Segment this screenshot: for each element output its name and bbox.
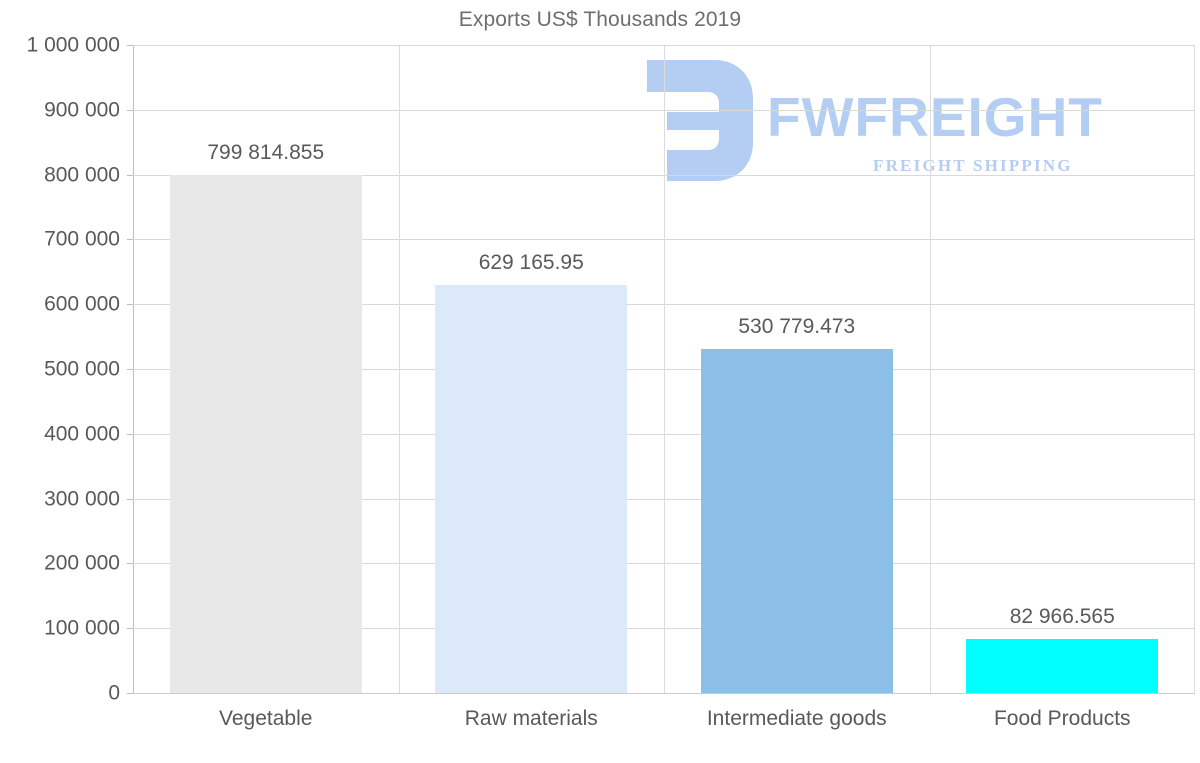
gridline-vertical [930,45,931,693]
y-tick-label: 0 [108,681,120,705]
y-tick-label: 300 000 [44,487,120,511]
bar-value-label: 629 165.95 [478,251,584,275]
y-tick-label: 400 000 [44,422,120,446]
y-tick-label: 200 000 [44,551,120,575]
bar-value-label: 82 966.565 [1009,605,1115,629]
y-tick-mark [127,109,133,111]
bar-vegetable[interactable] [169,174,362,693]
y-tick-mark [127,174,133,176]
chart-title: Exports US$ Thousands 2019 [458,8,742,31]
y-tick-label: 900 000 [44,98,120,122]
y-tick-mark [127,693,133,694]
x-tick-label-food-products: Food Products [993,707,1131,730]
y-tick-mark [127,45,133,46]
y-tick-mark [127,628,133,630]
y-tick-mark [127,304,133,306]
y-tick-mark [127,239,133,241]
bar-value-label: 799 814.855 [207,140,325,164]
y-tick-mark [127,563,133,565]
x-tick-label-intermediate-goods: Intermediate goods [706,707,887,730]
x-tick-label-vegetable: Vegetable [219,707,313,730]
y-tick-label: 100 000 [44,616,120,640]
y-tick-mark [127,498,133,500]
y-tick-mark [127,433,133,435]
y-tick-label: 800 000 [44,163,120,187]
y-tick-label: 500 000 [44,357,120,381]
x-tick-label-raw-materials: Raw materials [464,707,598,730]
bar-value-label: 530 779.473 [738,315,856,339]
bar-intermediate-goods[interactable] [700,349,893,693]
bar-raw-materials[interactable] [435,285,628,693]
bar-food-products[interactable] [966,639,1159,693]
y-tick-mark [127,369,133,370]
gridline-vertical [399,45,400,693]
y-tick-label: 600 000 [44,292,120,316]
gridline-horizontal [133,693,1195,694]
gridline-vertical [664,45,665,693]
y-tick-label: 1 000 000 [26,33,120,57]
gridline-vertical [1194,45,1195,693]
y-tick-label: 700 000 [44,227,120,251]
plot-area: 799 814.855 629 165.95 530 779.473 82 966.5… [133,45,1195,694]
